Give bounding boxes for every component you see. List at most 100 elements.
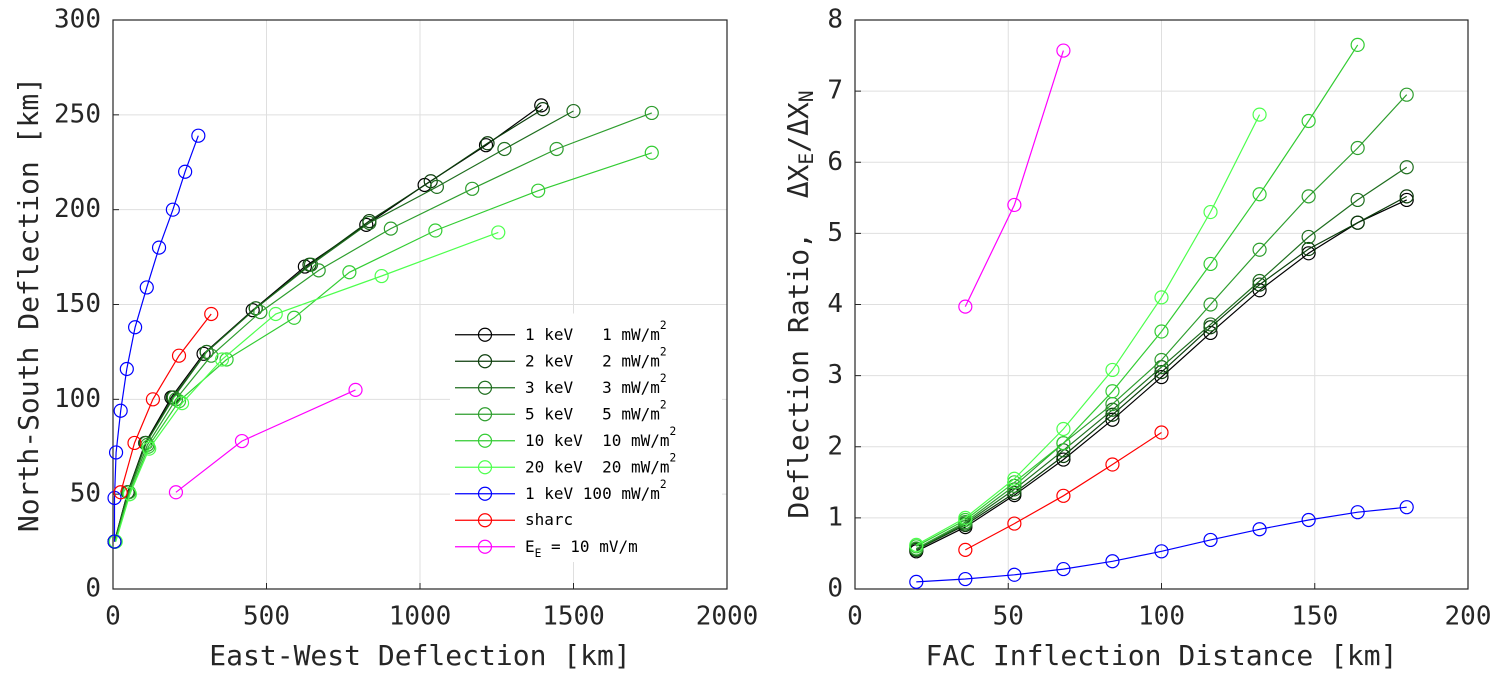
marker: [1203, 204, 1218, 220]
marker: [108, 445, 124, 460]
series-line: [964, 50, 1064, 307]
marker: [119, 361, 134, 377]
marker: [1252, 187, 1267, 202]
axes-box: [854, 19, 1469, 590]
legend-marker: [477, 539, 493, 554]
marker: [287, 310, 302, 325]
marker: [566, 103, 581, 119]
marker: [204, 348, 219, 363]
series-line: [114, 112, 653, 542]
marker: [1399, 500, 1414, 515]
marker: [113, 485, 128, 500]
marker: [142, 441, 157, 456]
marker: [429, 179, 444, 195]
legend-marker: [477, 327, 493, 342]
y-axis-label: North-South Deflection [km]: [12, 77, 45, 532]
marker: [1350, 140, 1365, 156]
y-tick-label: 2: [827, 431, 843, 461]
marker: [1056, 561, 1071, 577]
marker: [1252, 107, 1267, 122]
legend-marker: [477, 513, 493, 528]
marker: [196, 346, 211, 361]
marker: [1350, 37, 1365, 52]
y-tick-label: 6: [827, 147, 843, 177]
marker: [1007, 567, 1022, 582]
legend-label: sharc: [525, 510, 573, 529]
marker: [128, 320, 143, 335]
marker: [909, 537, 924, 553]
legend-label: 10 keV 10 mW/m2: [525, 425, 676, 450]
marker: [127, 435, 142, 451]
marker: [303, 257, 319, 272]
marker: [1252, 273, 1267, 289]
marker: [958, 571, 973, 587]
y-tick-label: 100: [54, 384, 101, 414]
x-axis-label: FAC Inflection Distance [km]: [925, 639, 1397, 672]
y-tick-label: 300: [54, 5, 101, 35]
marker: [491, 225, 506, 240]
y-tick-label: 200: [54, 194, 101, 224]
marker: [268, 306, 283, 322]
marker: [178, 164, 193, 179]
marker: [1350, 215, 1365, 230]
marker: [1154, 352, 1169, 368]
marker: [1252, 277, 1267, 292]
marker: [531, 183, 546, 198]
series-line: [916, 166, 1408, 550]
marker: [1399, 87, 1414, 102]
series-line: [965, 431, 1162, 551]
series-line: [916, 506, 1407, 583]
marker: [1056, 488, 1071, 503]
marker: [535, 102, 550, 117]
y-tick-label: 150: [54, 289, 101, 319]
marker: [141, 439, 156, 454]
legend-label: 2 keV 2 mW/m2: [525, 345, 667, 370]
y-tick-label: 0: [85, 574, 101, 604]
marker: [1301, 512, 1316, 528]
marker: [1301, 113, 1316, 129]
legend-label: 3 keV 3 mW/m2: [525, 372, 667, 397]
marker: [1399, 160, 1414, 175]
series-line: [916, 199, 1407, 552]
marker: [342, 265, 357, 280]
marker: [122, 487, 137, 502]
marker: [1056, 421, 1071, 437]
series-line: [916, 114, 1261, 546]
y-tick-label: 8: [827, 5, 843, 35]
legend-marker: [477, 354, 493, 369]
marker: [1203, 317, 1218, 332]
marker: [311, 263, 326, 278]
marker: [1252, 522, 1267, 537]
marker: [245, 303, 260, 318]
y-tick-label: 4: [827, 289, 843, 319]
marker: [248, 301, 263, 316]
marker: [478, 138, 494, 153]
marker: [480, 136, 495, 151]
marker: [497, 141, 512, 157]
marker: [644, 145, 659, 160]
marker: [362, 215, 377, 231]
marker: [1301, 241, 1316, 257]
marker: [204, 306, 219, 322]
marker: [168, 485, 184, 500]
marker: [171, 348, 187, 363]
marker: [1105, 457, 1120, 472]
marker: [465, 181, 480, 196]
marker: [428, 223, 443, 238]
marker: [909, 574, 924, 589]
marker: [214, 352, 230, 367]
legend-label: EE = 10 mV/m: [525, 536, 638, 560]
legend-label: 1 keV 1 mW/m2: [525, 319, 667, 344]
marker: [1007, 197, 1022, 213]
marker: [234, 433, 250, 449]
x-tick-label: 500: [243, 602, 290, 632]
marker: [165, 202, 180, 217]
marker: [359, 217, 374, 232]
y-tick-label: 0: [827, 574, 843, 604]
x-tick-label: 1500: [542, 602, 605, 632]
marker: [253, 304, 268, 320]
x-tick-label: 2000: [696, 602, 759, 632]
marker: [348, 382, 363, 397]
legend-label: 1 keV 100 mW/m2: [525, 478, 667, 503]
